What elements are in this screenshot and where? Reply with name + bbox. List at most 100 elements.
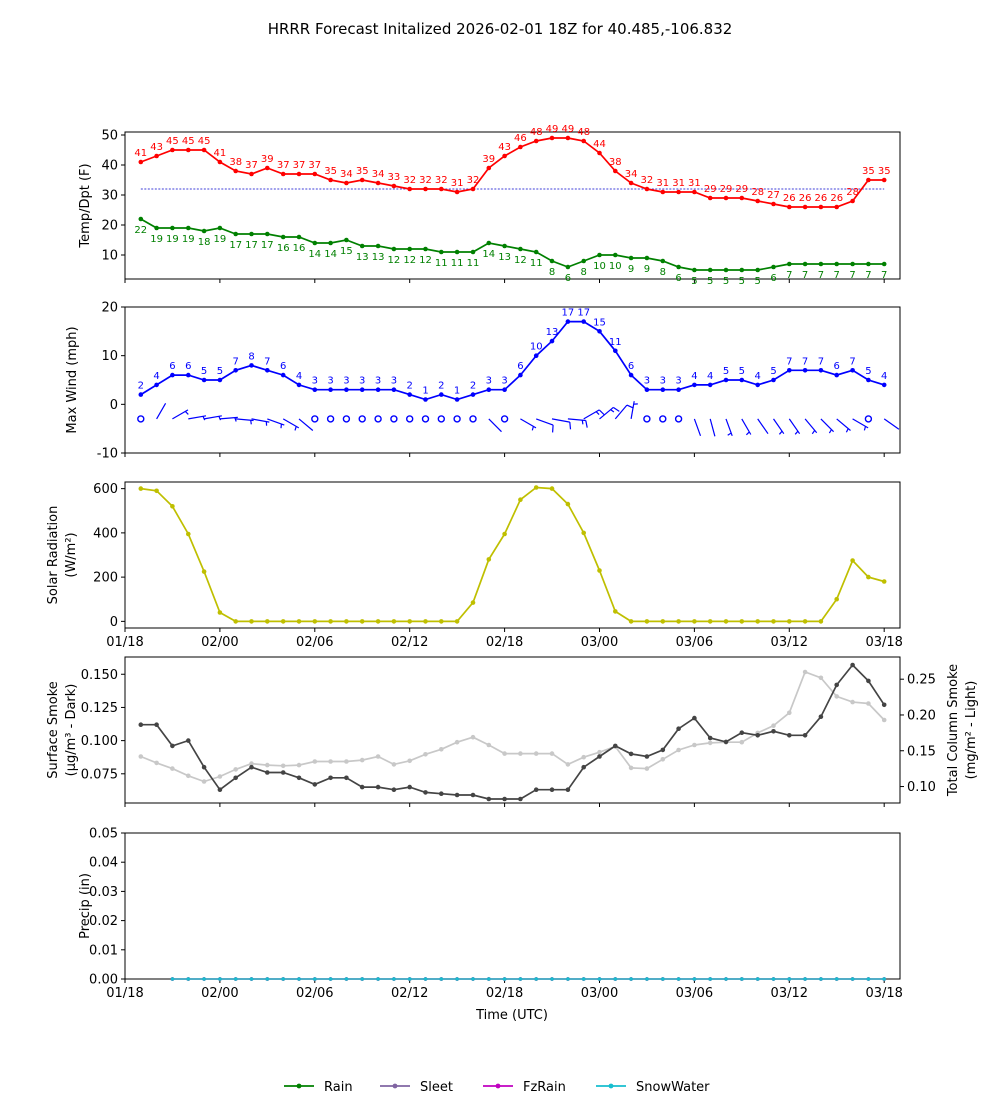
data-label: 19 — [214, 234, 227, 245]
data-label: 3 — [327, 376, 333, 387]
series-line — [140, 137, 885, 208]
data-point — [391, 619, 397, 624]
data-label: 6 — [834, 361, 840, 372]
data-point — [739, 377, 745, 383]
data-point — [613, 168, 618, 174]
data-label: 28 — [751, 187, 764, 198]
y-axis-label: Surface Smoke — [46, 681, 61, 779]
data-point — [550, 977, 554, 981]
data-point — [818, 261, 824, 267]
calm-circle — [469, 415, 477, 423]
data-point — [470, 392, 476, 397]
data-label: 49 — [546, 124, 559, 135]
data-point — [280, 763, 286, 769]
data-point — [138, 159, 144, 165]
data-point — [217, 377, 223, 383]
barb-half-flag — [531, 426, 534, 431]
calm-circle — [326, 415, 335, 423]
calm-circle — [674, 415, 683, 423]
barb-half-flag — [294, 426, 297, 431]
y-tick-label: 40 — [101, 159, 118, 174]
data-point — [597, 252, 602, 258]
barb-staff — [709, 418, 716, 437]
data-label: 12 — [403, 255, 416, 266]
data-label: 5 — [770, 366, 776, 377]
data-point — [660, 757, 666, 762]
data-point — [739, 195, 745, 201]
data-point — [471, 977, 475, 981]
data-point — [755, 733, 760, 738]
data-point — [597, 754, 602, 759]
data-point — [613, 609, 618, 614]
data-label: 35 — [356, 166, 369, 177]
data-point — [265, 231, 270, 237]
data-point — [597, 568, 602, 573]
data-label: 3 — [501, 376, 507, 387]
data-point — [201, 569, 207, 574]
data-point — [439, 619, 444, 624]
data-point — [359, 619, 365, 624]
data-label: 32 — [435, 175, 448, 186]
data-point — [850, 368, 855, 373]
data-point — [787, 261, 792, 267]
data-label: 6 — [628, 361, 634, 372]
data-label: 9 — [644, 264, 650, 275]
data-point — [723, 739, 729, 745]
data-point — [613, 743, 618, 749]
data-point — [834, 596, 839, 602]
data-point — [581, 530, 586, 536]
data-point — [740, 977, 744, 981]
data-label: 39 — [482, 154, 495, 165]
data-point — [518, 144, 523, 150]
data-label: 37 — [308, 160, 321, 171]
data-point — [344, 977, 349, 981]
data-point — [802, 619, 808, 624]
data-point — [138, 486, 144, 491]
data-point — [739, 739, 745, 745]
data-point — [423, 619, 428, 624]
data-point — [439, 186, 444, 192]
data-point — [628, 619, 634, 624]
data-point — [201, 377, 207, 383]
x-tick-label: 02/06 — [296, 986, 333, 1001]
data-label: 3 — [359, 376, 365, 387]
data-point — [296, 382, 302, 388]
data-point — [755, 619, 760, 624]
legend-swatch-marker — [608, 1083, 614, 1089]
x-tick-label: 01/18 — [106, 635, 143, 650]
data-point — [439, 977, 444, 981]
barb-half-flag — [184, 410, 189, 415]
data-point — [328, 240, 333, 246]
data-point — [154, 722, 159, 727]
data-label: 26 — [783, 193, 796, 204]
data-label: 7 — [802, 270, 808, 281]
calm-circle — [659, 415, 667, 423]
data-point — [866, 701, 871, 706]
data-label: 17 — [562, 308, 575, 319]
data-point — [882, 977, 886, 981]
data-point — [328, 977, 333, 981]
data-point — [755, 267, 760, 273]
data-point — [565, 264, 571, 270]
data-point — [328, 775, 333, 781]
data-label: 7 — [834, 270, 840, 281]
data-point — [486, 796, 492, 802]
data-point — [613, 977, 618, 981]
data-point — [392, 977, 396, 981]
data-point — [881, 261, 887, 267]
y-tick-label: 0.00 — [89, 973, 118, 988]
data-label: 7 — [264, 356, 270, 367]
data-label: 6 — [185, 361, 191, 372]
x-tick-label: 03/18 — [865, 986, 902, 1001]
data-point — [154, 225, 159, 231]
data-point — [454, 739, 460, 745]
y-tick-label: 20 — [101, 301, 118, 316]
data-point — [613, 348, 618, 354]
data-point — [280, 619, 286, 624]
data-point — [850, 977, 855, 981]
data-label: 5 — [217, 366, 223, 377]
data-point — [439, 747, 444, 752]
data-point — [249, 977, 254, 981]
data-point — [154, 382, 159, 388]
data-point — [391, 246, 397, 252]
